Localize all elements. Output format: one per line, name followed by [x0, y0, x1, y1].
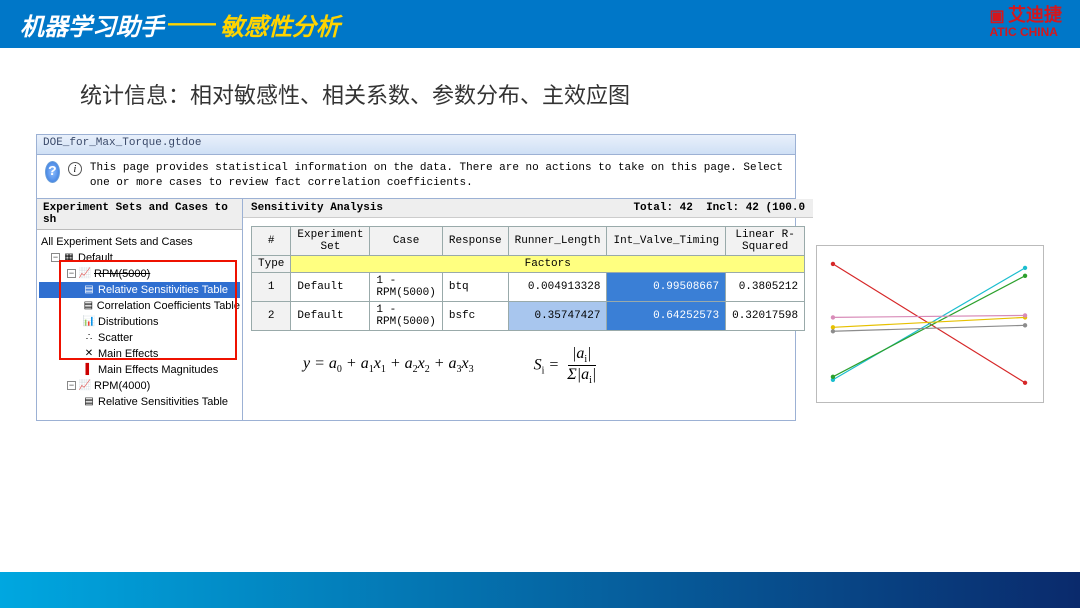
header-bar: 机器学习助手 —— 敏感性分析 — [0, 0, 1080, 48]
window-filename: DOE_for_Max_Torque.gtdoe — [43, 137, 201, 149]
case-icon: 📈 — [79, 268, 91, 280]
tree-root[interactable]: All Experiment Sets and Cases — [39, 234, 240, 250]
formula-sensitivity: Si = |ai|Σ|ai| — [534, 345, 601, 386]
cross-icon: ✕ — [83, 348, 95, 360]
content-title: Sensitivity Analysis — [251, 202, 383, 214]
tree-rpm5000[interactable]: −📈RPM(5000) — [39, 266, 240, 282]
header-title-2: 敏感性分析 — [220, 7, 340, 42]
tree-item-dist[interactable]: 📊Distributions — [39, 314, 240, 330]
tree-item-corr[interactable]: ▤Correlation Coefficients Table — [39, 298, 240, 314]
expander-icon[interactable]: − — [67, 381, 76, 390]
content-pane: Sensitivity Analysis Total: 42 Incl: 42 … — [243, 199, 813, 420]
help-icon[interactable]: ? — [45, 161, 60, 183]
content-header: Sensitivity Analysis Total: 42 Incl: 42 … — [243, 199, 813, 218]
logo-cn: 艾迪捷 — [1008, 5, 1062, 25]
tree-header: Experiment Sets and Cases to sh — [37, 199, 242, 230]
brand-logo: ▣ 艾迪捷 ATIC CHINA — [990, 6, 1062, 39]
tree-item-scatter[interactable]: ∴Scatter — [39, 330, 240, 346]
formula-regression: y = a0 + a1x1 + a2x2 + a3x3 — [303, 355, 474, 375]
table-row[interactable]: 2 Default 1 - RPM(5000) bsfc 0.35747427 … — [252, 301, 805, 330]
tree-item-maineff[interactable]: ✕Main Effects — [39, 346, 240, 362]
tree-item-rel-sens-4000[interactable]: ▤Relative Sensitivities Table — [39, 394, 240, 410]
sensitivity-table[interactable]: # Experiment Set Case Response Runner_Le… — [251, 226, 805, 331]
header-title-1: 机器学习助手 — [20, 7, 164, 42]
app-window: DOE_for_Max_Torque.gtdoe ? i This page p… — [36, 134, 796, 421]
window-titlebar[interactable]: DOE_for_Max_Torque.gtdoe — [37, 135, 795, 155]
table-header-row: # Experiment Set Case Response Runner_Le… — [252, 226, 805, 255]
table-factors-row: Type Factors — [252, 255, 805, 272]
table-icon: ▤ — [83, 396, 95, 408]
dist-icon: 📊 — [83, 316, 95, 328]
header-dash: —— — [168, 10, 216, 38]
tree-pane: Experiment Sets and Cases to sh All Expe… — [37, 199, 243, 420]
chart-svg — [827, 256, 1033, 393]
expander-icon[interactable]: − — [67, 269, 76, 278]
grid-icon: ▦ — [63, 252, 75, 264]
footer-band — [0, 572, 1080, 608]
tree-rpm4000[interactable]: −📈RPM(4000) — [39, 378, 240, 394]
table-row[interactable]: 1 Default 1 - RPM(5000) btq 0.004913328 … — [252, 272, 805, 301]
table-icon: ▤ — [83, 284, 95, 296]
info-text: This page provides statistical informati… — [90, 161, 787, 192]
scatter-icon: ∴ — [83, 332, 95, 344]
tree[interactable]: All Experiment Sets and Cases −▦Default … — [37, 230, 242, 420]
main-effects-chart — [816, 245, 1044, 403]
page-subtitle: 统计信息：相对敏感性、相关系数、参数分布、主效应图 — [80, 78, 1080, 110]
logo-en: ATIC CHINA — [990, 25, 1058, 39]
formula-row: y = a0 + a1x1 + a2x2 + a3x3 Si = |ai|Σ|a… — [243, 339, 813, 392]
content-totals: Total: 42 Incl: 42 (100.0 — [633, 202, 805, 214]
bar-icon: ▌ — [83, 364, 95, 376]
tree-item-mainmag[interactable]: ▌Main Effects Magnitudes — [39, 362, 240, 378]
info-icon: i — [68, 162, 82, 176]
info-row: ? i This page provides statistical infor… — [37, 155, 795, 198]
tree-item-rel-sens[interactable]: ▤Relative Sensitivities Table — [39, 282, 240, 298]
expander-icon[interactable]: − — [51, 253, 60, 262]
case-icon: 📈 — [79, 380, 91, 392]
table-icon: ▤ — [83, 300, 94, 312]
tree-default[interactable]: −▦Default — [39, 250, 240, 266]
